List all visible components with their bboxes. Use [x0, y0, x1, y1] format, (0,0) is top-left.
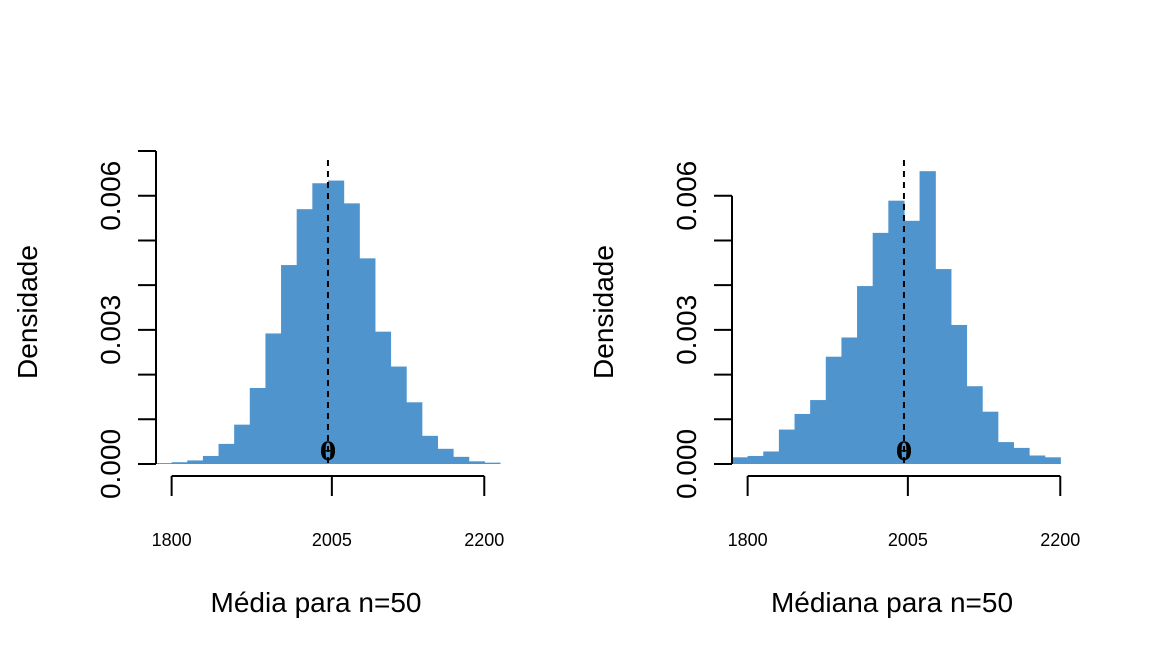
histogram-bar [156, 463, 173, 464]
histogram-bar [312, 183, 329, 464]
histogram-bar [171, 462, 188, 464]
histogram-bar [468, 461, 485, 464]
x-axis-label: Médiana para n=50 [771, 587, 1013, 618]
x-axis-label: Média para n=50 [211, 587, 422, 618]
histogram-bar [872, 232, 889, 464]
histogram-bar [343, 203, 360, 465]
histogram-bar [1013, 447, 1030, 464]
y-tick-label: 0.003 [671, 295, 702, 365]
histogram-bar [935, 269, 952, 464]
histogram-bar [982, 411, 999, 464]
histogram-bar [187, 460, 204, 464]
histogram-bar [359, 258, 376, 464]
histogram-bar [763, 451, 780, 464]
histogram-bar [950, 324, 968, 464]
histogram-panel-media: θ 1800 2005 2200 0.000 0.003 0.006 Média para n… [12, 150, 504, 618]
histogram-bar [919, 171, 936, 465]
histogram-bar [857, 286, 874, 464]
histogram-panel-mediana: θ 1800 2005 2200 0.000 0.003 0.006 Médiana para… [588, 160, 1080, 618]
histogram-bar [374, 331, 392, 464]
y-axis-label: Densidade [588, 245, 619, 379]
histogram-bar [825, 356, 843, 464]
theta-annotation: θ [896, 437, 912, 466]
histogram-bar [903, 220, 921, 464]
histogram-bar [747, 455, 764, 464]
histogram-bar [421, 435, 438, 464]
histogram-bar [453, 456, 470, 464]
histogram-bar [234, 424, 251, 464]
y-tick-label: 0.000 [671, 429, 702, 499]
x-tick-label: 2200 [1040, 530, 1080, 550]
histogram-bar [841, 337, 858, 464]
histogram-bar [997, 442, 1014, 464]
histogram-bar [281, 265, 298, 464]
histogram-bar [778, 429, 796, 464]
histogram-bar [202, 455, 220, 464]
y-axis-label: Densidade [12, 245, 43, 379]
histogram-bar [484, 462, 501, 464]
histogram-bar [966, 386, 983, 464]
y-tick-label: 0.006 [671, 161, 702, 231]
histogram-bar [794, 413, 811, 464]
x-tick-label: 2005 [888, 530, 928, 550]
histogram-bar [265, 333, 282, 464]
y-tick-label: 0.003 [95, 295, 126, 365]
histogram-bar [390, 366, 407, 464]
x-tick-label: 1800 [728, 530, 768, 550]
histogram-bar [327, 180, 345, 465]
histogram-bar [1044, 457, 1061, 464]
histogram-bar [810, 400, 827, 464]
histogram-bar [406, 402, 423, 464]
histogram-bar [1029, 455, 1046, 464]
histogram-bar [218, 443, 235, 464]
y-tick-label: 0.006 [95, 161, 126, 231]
x-tick-label: 2005 [312, 530, 352, 550]
theta-annotation: θ [320, 437, 336, 466]
histogram-bar [732, 457, 749, 464]
histogram-bar [296, 209, 313, 464]
histogram-bar [888, 200, 905, 464]
y-tick-label: 0.000 [95, 429, 126, 499]
histogram-bar [249, 388, 267, 464]
x-tick-label: 1800 [152, 530, 192, 550]
x-tick-label: 2200 [464, 530, 504, 550]
histogram-bar [437, 448, 454, 464]
